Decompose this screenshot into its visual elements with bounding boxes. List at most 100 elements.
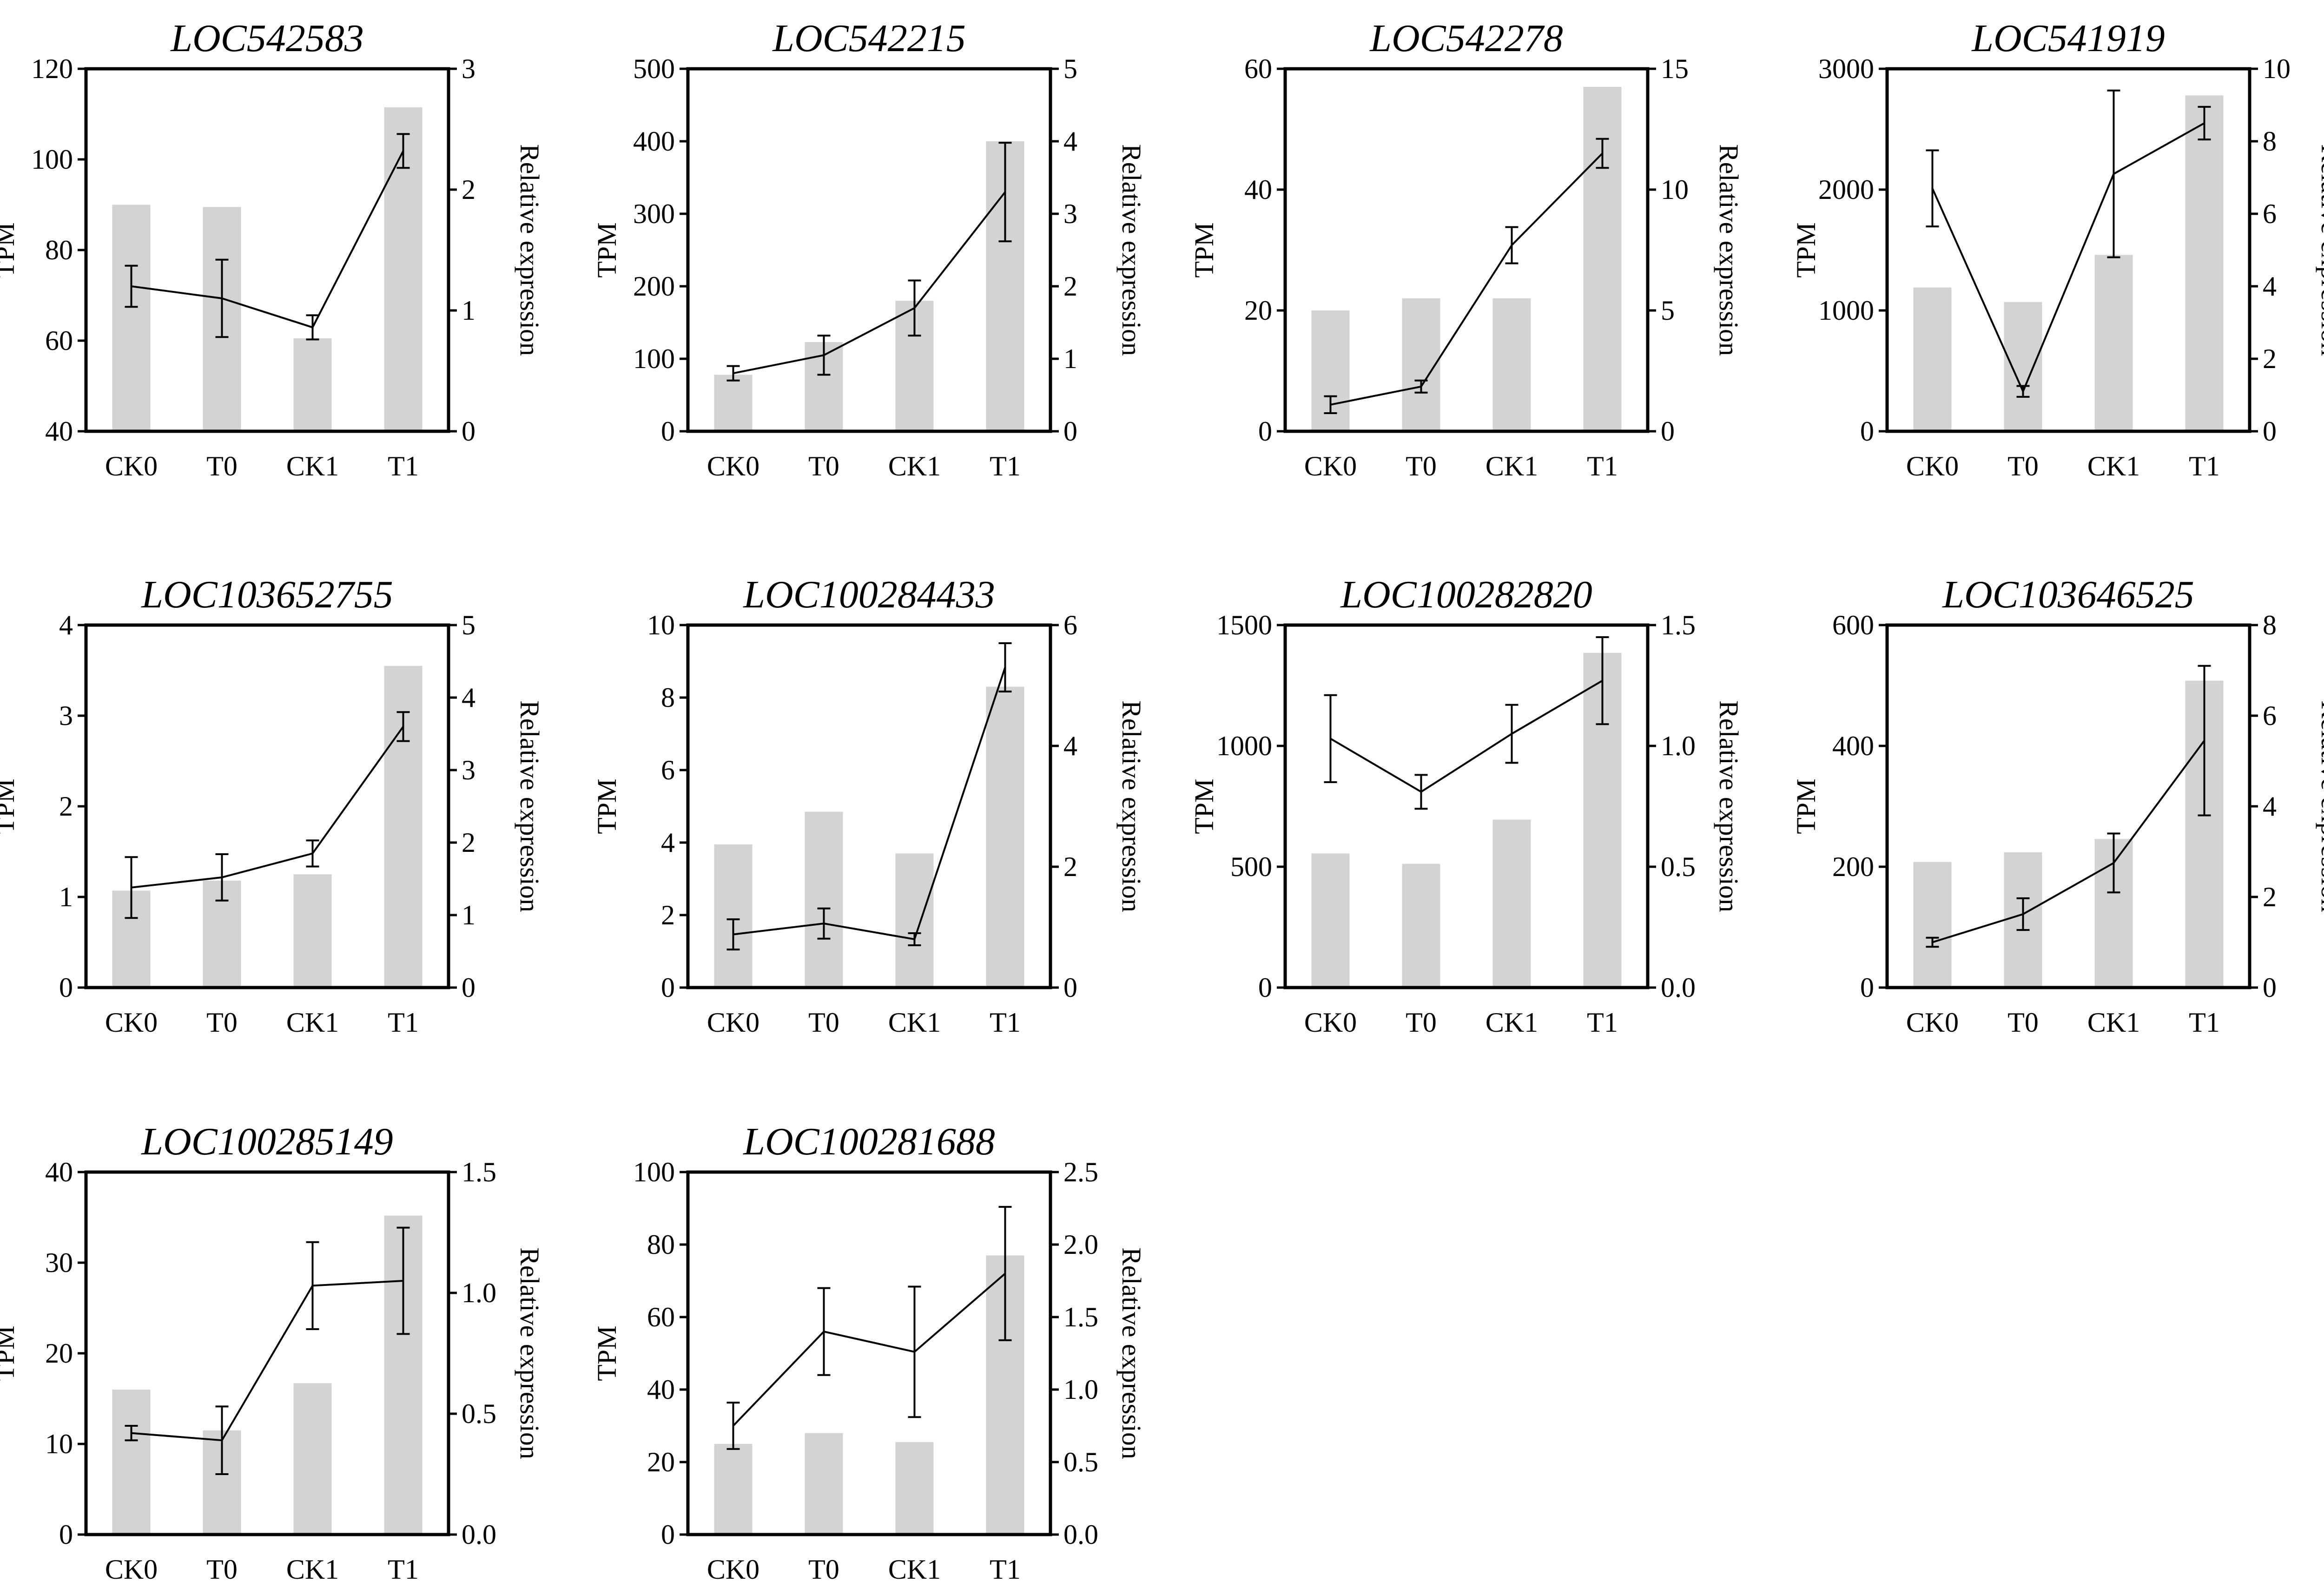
y-tick-label: 2 [59,791,73,822]
x-tick-label: CK1 [2087,451,2140,481]
y2-tick-label: 2 [1063,851,1077,882]
y-tick-label: 60 [1244,53,1272,84]
y2-tick-label: 4 [2263,271,2277,302]
x-tick-label: T1 [990,1007,1021,1038]
x-tick-label: CK0 [1906,1007,1959,1038]
y2-axis-label: Relative expression [515,1247,545,1459]
y2-axis-label: Relative expression [2316,144,2324,356]
y-tick-label: 100 [31,144,73,175]
y-tick-label: 0 [1258,972,1272,1003]
y-axis-label: TPM [1791,222,1821,277]
y-axis-label: TPM [0,222,20,277]
y-axis-label: TPM [1189,778,1219,834]
chart-title: LOC542583 [170,17,363,60]
y-tick-label: 4 [661,827,675,858]
y2-tick-label: 4 [462,682,475,713]
tpm-bar [714,844,753,988]
y2-tick-label: 0.5 [1063,1447,1098,1477]
tpm-bar [293,874,332,988]
expression-line [733,1272,1006,1427]
y2-tick-label: 1 [1063,343,1077,374]
expression-line [1330,679,1603,793]
y-tick-label: 100 [633,343,675,374]
x-tick-label: T1 [2189,1007,2220,1038]
x-tick-label: CK0 [105,1007,158,1038]
x-tick-label: T0 [808,451,839,481]
y-axis-label: TPM [0,1325,20,1381]
x-tick-label: CK0 [105,1554,158,1585]
chart-panel: LOC100284433 0 2 4 6 8 10 0 2 4 6 CK0 T0 CK1 T1 TPM Rela… [592,573,1147,1038]
expression-line [131,150,404,329]
chart-panel: LOC542583 40 60 80 100 120 0 1 2 3 CK0 T0 CK1 T1 TPM Re… [0,17,545,481]
expression-line [131,1280,403,1442]
expression-line [1931,122,2205,394]
y2-tick-label: 3 [462,53,475,84]
y2-axis-label: Relative expression [1116,700,1147,912]
y2-tick-label: 15 [1661,53,1689,84]
x-tick-label: T1 [388,451,419,481]
y2-tick-label: 6 [1063,610,1077,640]
y2-tick-label: 10 [2263,53,2291,84]
y-tick-label: 6 [661,755,675,785]
x-tick-label: T0 [2007,1007,2039,1038]
y-tick-label: 3000 [1818,53,1874,84]
chart-title: LOC100285149 [141,1120,393,1163]
y-tick-label: 1 [59,882,73,912]
chart-panel: LOC542278 0 20 40 60 0 5 10 15 CK0 T0 CK1 T1 TPM Relat… [1189,17,1744,481]
y-tick-label: 0 [661,416,675,447]
y2-tick-label: 2 [1063,271,1077,302]
y-tick-label: 1000 [1818,295,1874,326]
tpm-bar [1492,819,1531,988]
tpm-bar [714,375,753,431]
x-tick-label: CK1 [2087,1007,2140,1038]
expression-line [131,726,404,889]
x-tick-label: T0 [808,1007,839,1038]
chart-title: LOC541919 [1971,17,2165,60]
x-tick-label: CK1 [888,1554,941,1585]
expression-line [733,191,1006,375]
y2-tick-label: 5 [1063,53,1077,84]
y-tick-label: 8 [661,682,675,713]
chart-title: LOC542215 [772,17,965,60]
y-axis-label: TPM [1189,222,1219,277]
y-tick-label: 10 [647,610,675,640]
y2-tick-label: 2 [462,827,475,858]
y-tick-label: 200 [633,271,675,302]
y-tick-label: 30 [45,1247,73,1278]
y-tick-label: 0 [1860,972,1874,1003]
y-axis-label: TPM [592,778,622,834]
x-tick-label: CK0 [707,451,759,481]
y-tick-label: 400 [1832,731,1874,761]
chart-panel: LOC100285149 0 10 20 30 40 0.0 0.5 1.0 1.5 CK0 T0 CK… [0,1120,545,1585]
y-tick-label: 300 [633,198,675,229]
y2-tick-label: 2.5 [1063,1157,1098,1187]
tpm-bar [1311,853,1350,988]
x-tick-label: CK1 [286,1554,339,1585]
y-tick-label: 3 [59,700,73,731]
y-tick-label: 2000 [1818,174,1874,205]
chart-panel: LOC100281688 0 20 40 60 80 100 0.0 0.5 1.0 1.5 2.0 2… [592,1120,1147,1585]
y2-tick-label: 1.0 [1661,731,1696,761]
plot-frame [686,623,1052,989]
x-tick-label: T0 [1406,1007,1437,1038]
y2-tick-label: 5 [462,610,475,640]
y-tick-label: 20 [45,1338,73,1369]
y2-tick-label: 0.0 [462,1519,496,1550]
chart-title: LOC100281688 [743,1120,995,1163]
y2-tick-label: 1.5 [1661,610,1696,640]
x-tick-label: CK0 [1906,451,1959,481]
y2-tick-label: 10 [1661,174,1689,205]
tpm-bar [714,1444,753,1535]
y2-tick-label: 6 [2263,198,2277,229]
chart-title: LOC100284433 [743,573,995,616]
x-tick-label: T1 [1587,451,1618,481]
y-tick-label: 500 [633,53,675,84]
y-axis-label: TPM [592,222,622,277]
chart-title: LOC103646525 [1942,573,2194,616]
tpm-bar [805,1433,843,1535]
y2-tick-label: 0 [462,972,475,1003]
y2-tick-label: 4 [1063,126,1077,157]
x-tick-label: CK1 [888,451,941,481]
tpm-bar [1913,862,1952,988]
x-tick-label: CK1 [1486,451,1538,481]
